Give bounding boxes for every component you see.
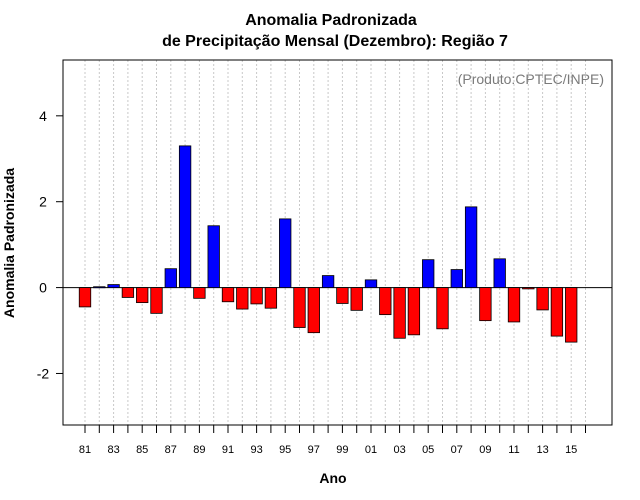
bar-81	[78, 287, 92, 308]
y-tick-label: 2	[39, 194, 47, 210]
bar-90	[207, 225, 220, 288]
x-tick-label: 85	[136, 444, 148, 456]
bar-00	[350, 287, 363, 311]
x-tick-label: 01	[365, 444, 377, 456]
source-annotation: (Produto:CPTEC/INPE)	[458, 71, 604, 87]
grid-lines	[84, 60, 586, 425]
bar-84	[121, 287, 135, 298]
x-tick-label: 99	[336, 444, 348, 456]
bar-96	[293, 287, 306, 328]
bar-15	[565, 287, 578, 343]
bars	[78, 145, 578, 343]
bar-88	[178, 145, 192, 288]
bar-12	[522, 287, 535, 290]
bar-09	[479, 287, 492, 322]
x-tick-label: 97	[308, 444, 320, 456]
bar-89	[193, 287, 206, 299]
bar-85	[136, 287, 149, 304]
bar-99	[336, 287, 349, 304]
x-tick-label: 81	[79, 444, 91, 456]
chart-subtitle: de Precipitação Mensal (Dezembro): Regiã…	[162, 33, 508, 50]
x-tick-label: 09	[479, 444, 491, 456]
x-tick-label: 13	[536, 444, 548, 456]
x-axis: 81 83 85 87 89 91 93 95 97 99 01 03 05 07 09 11 13 15	[79, 425, 586, 456]
bar-06	[436, 287, 449, 330]
y-axis-label: Anomalia Padronizada	[1, 168, 17, 318]
bar-92	[236, 287, 249, 310]
bar-07	[450, 269, 463, 288]
bar-82	[93, 286, 106, 289]
x-tick-label: 05	[422, 444, 434, 456]
bar-97	[307, 287, 320, 334]
x-tick-label: 83	[107, 444, 119, 456]
bar-03	[393, 287, 406, 339]
x-tick-label: 95	[279, 444, 291, 456]
x-tick-label: 15	[565, 444, 577, 456]
bar-01	[364, 279, 378, 288]
x-tick-label: 91	[222, 444, 234, 456]
bar-86	[150, 287, 163, 314]
x-tick-label: 89	[193, 444, 205, 456]
bar-94	[264, 287, 278, 309]
bar-11	[507, 287, 521, 323]
x-tick-label: 11	[508, 444, 519, 456]
bar-05	[422, 259, 435, 288]
bar-87	[164, 268, 177, 288]
chart-title: Anomalia Padronizada	[245, 12, 417, 29]
x-axis-label: Ano	[319, 470, 346, 486]
bar-91	[221, 287, 235, 303]
bar-95	[279, 218, 292, 288]
bar-02	[379, 287, 392, 316]
bar-93	[250, 287, 263, 305]
x-tick-label: 87	[165, 444, 177, 456]
y-tick-label: 4	[39, 108, 47, 124]
bar-14	[550, 287, 564, 337]
bar-08	[464, 206, 478, 288]
x-tick-label: 07	[451, 444, 463, 456]
y-tick-label: 0	[39, 280, 47, 296]
bar-13	[536, 287, 549, 311]
bar-04	[407, 287, 421, 336]
x-tick-label: 03	[393, 444, 405, 456]
bar-83	[107, 284, 120, 288]
bar-10	[493, 258, 506, 288]
plot-frame	[62, 59, 613, 426]
x-tick-label: 93	[250, 444, 262, 456]
bar-98	[321, 275, 335, 288]
y-axis: -2 0 2 4	[37, 108, 63, 381]
y-tick-label: -2	[37, 365, 50, 381]
